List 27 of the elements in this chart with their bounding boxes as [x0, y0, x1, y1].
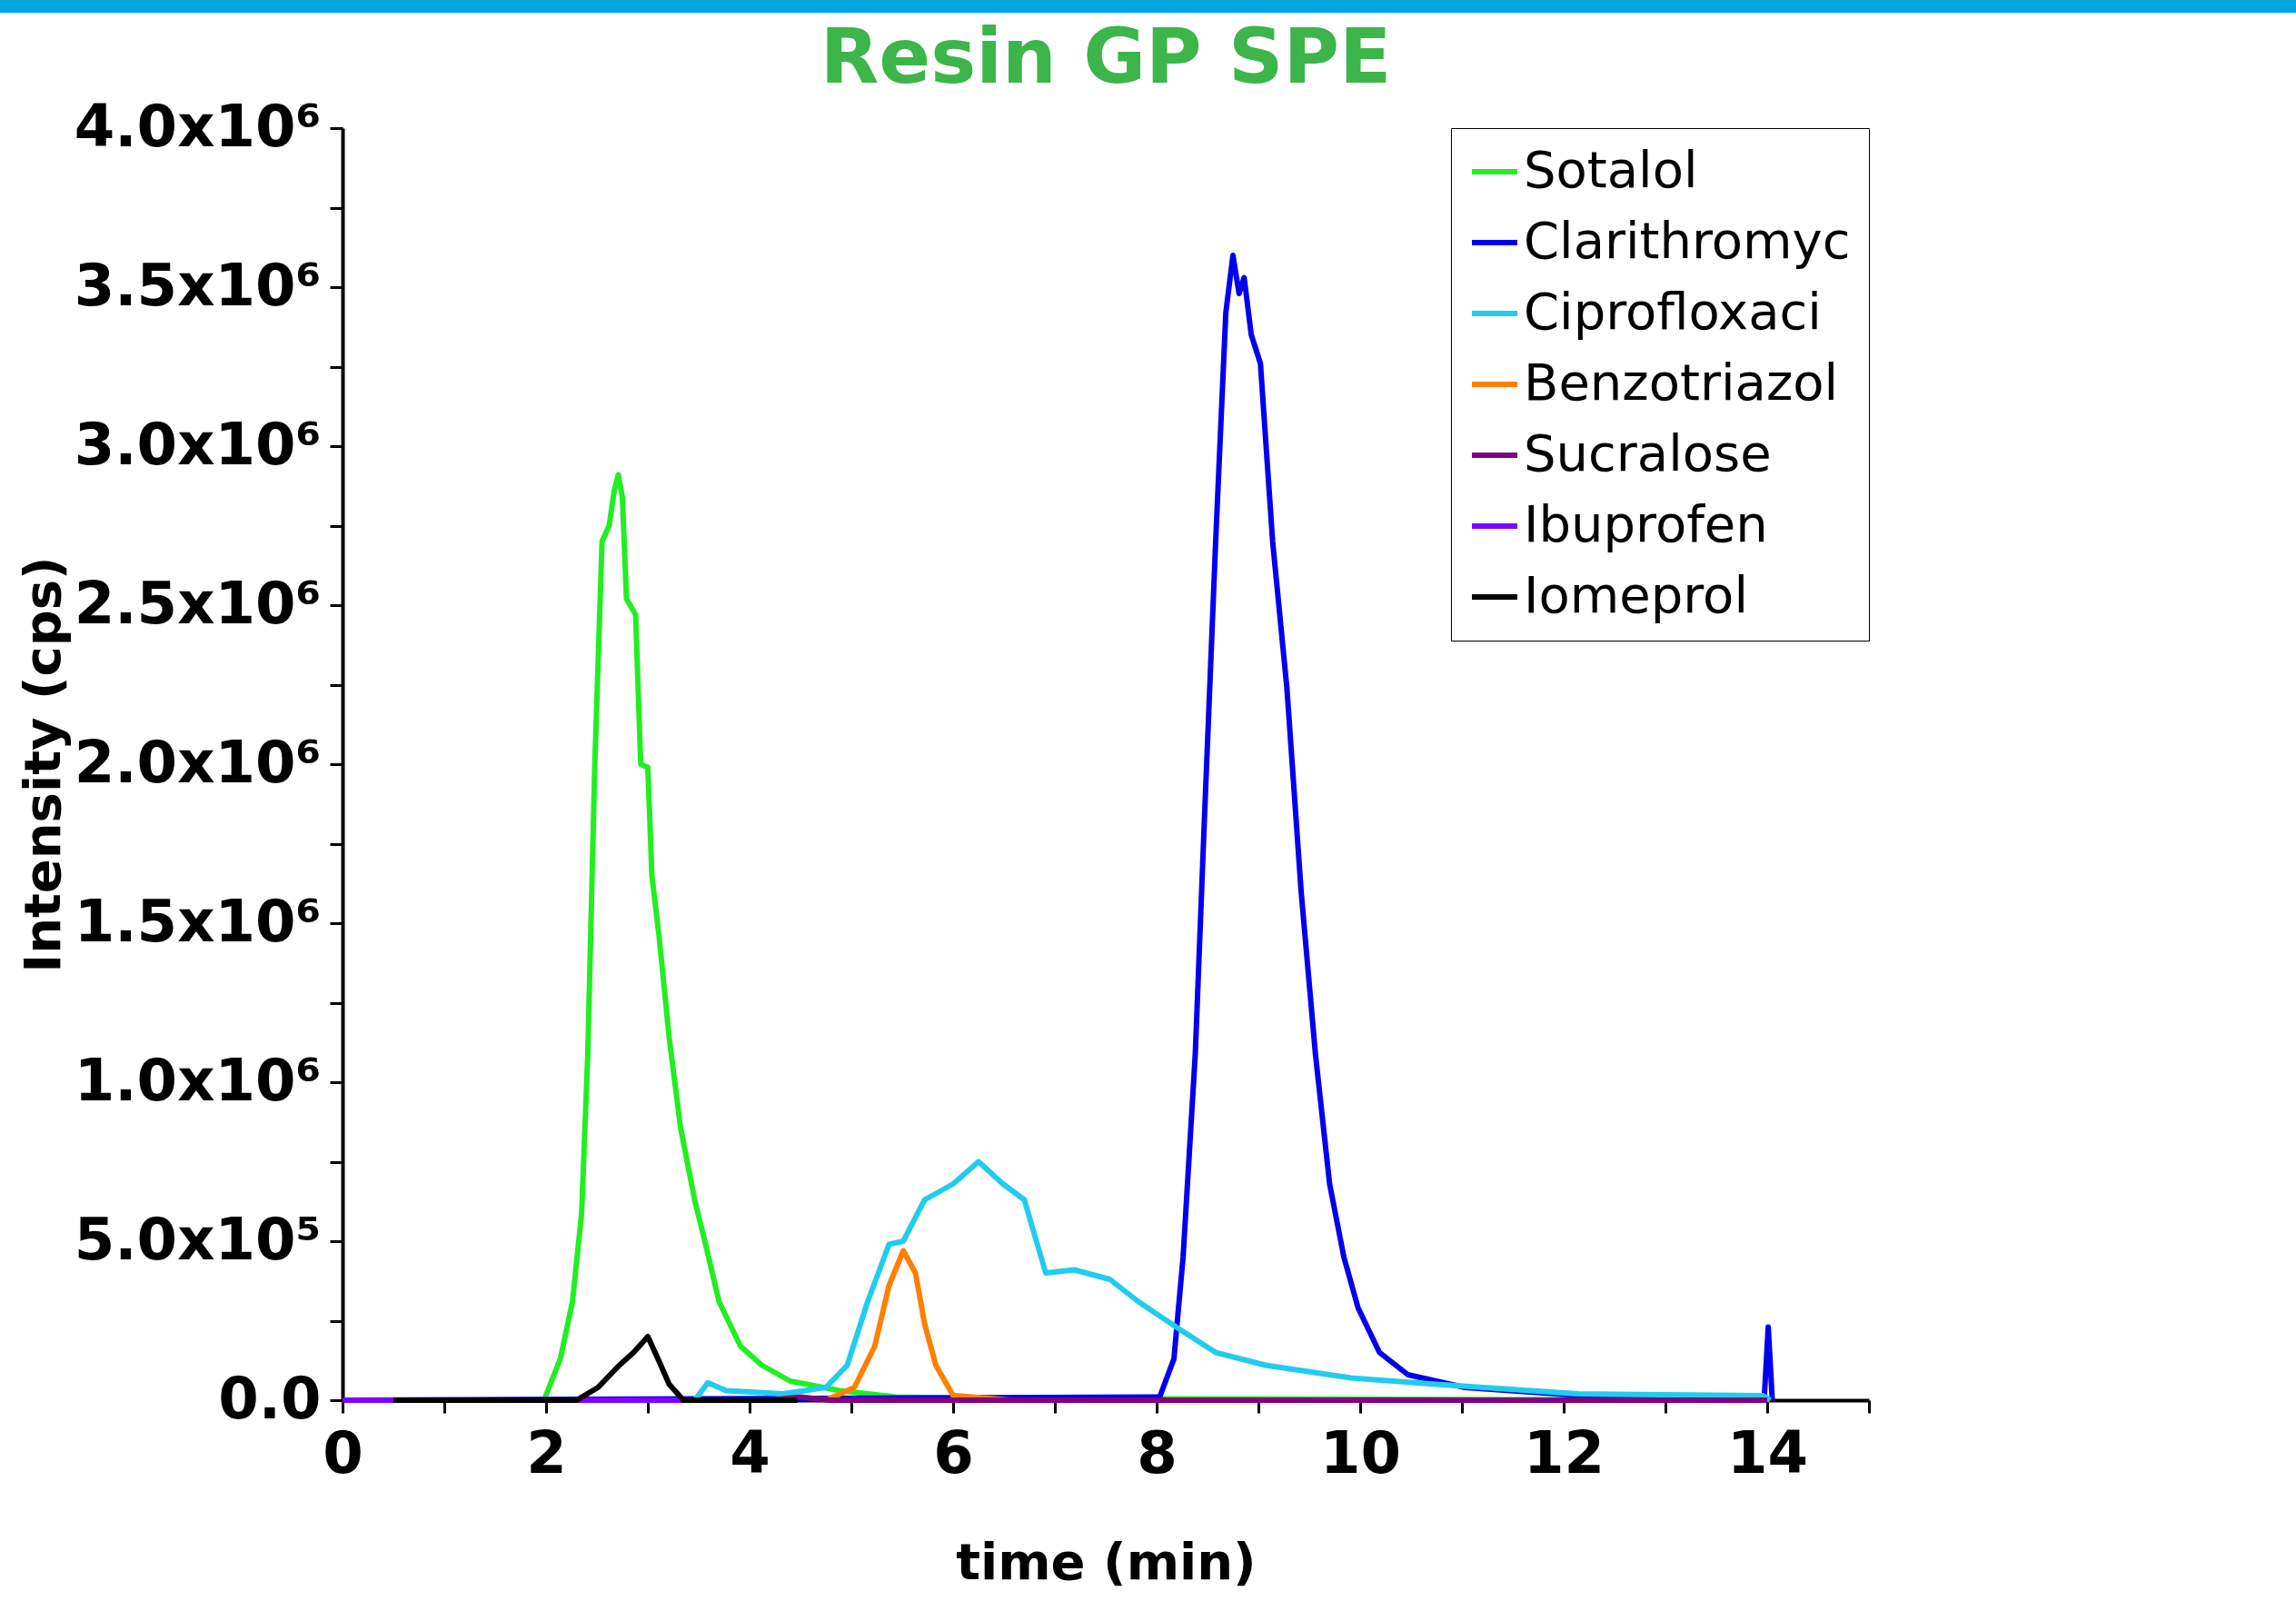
- y-tick-label: 3.5x10⁶: [74, 251, 322, 319]
- x-tick-label: 2: [526, 1418, 567, 1487]
- y-tick-label: 1.0x10⁶: [74, 1046, 322, 1114]
- legend-label: Iomeprol: [1524, 565, 1748, 624]
- legend-label: Sucralose: [1524, 423, 1772, 482]
- y-axis-title: Intensity (cps): [12, 556, 72, 973]
- x-tick-label: 0: [323, 1418, 363, 1487]
- y-tick-label: 5.0x10⁵: [74, 1205, 322, 1273]
- x-tick-label: 8: [1137, 1418, 1178, 1487]
- x-tick-label: 14: [1726, 1418, 1809, 1487]
- legend-label: Clarithromyc: [1524, 211, 1851, 270]
- legend-label: Ibuprofen: [1524, 494, 1768, 553]
- y-tick-label: 3.0x10⁶: [74, 410, 322, 478]
- y-tick-label: 1.5x10⁶: [74, 887, 322, 955]
- y-tick-label: 2.0x10⁶: [74, 728, 322, 796]
- x-tick-label: 6: [933, 1418, 974, 1487]
- legend-label: Ciprofloxaci: [1524, 282, 1822, 341]
- y-tick-label: 0.0: [218, 1364, 322, 1432]
- y-tick-label: 4.0x10⁶: [74, 92, 322, 160]
- x-tick-label: 4: [730, 1418, 770, 1487]
- legend-label: Benzotriazol: [1524, 353, 1839, 412]
- chart-title: Resin GP SPE: [820, 12, 1392, 101]
- x-tick-label: 10: [1319, 1418, 1402, 1487]
- x-axis-title: time (min): [956, 1531, 1257, 1591]
- x-tick-label: 12: [1523, 1418, 1605, 1487]
- y-tick-label: 2.5x10⁶: [74, 569, 322, 637]
- legend-label: Sotalol: [1524, 140, 1698, 199]
